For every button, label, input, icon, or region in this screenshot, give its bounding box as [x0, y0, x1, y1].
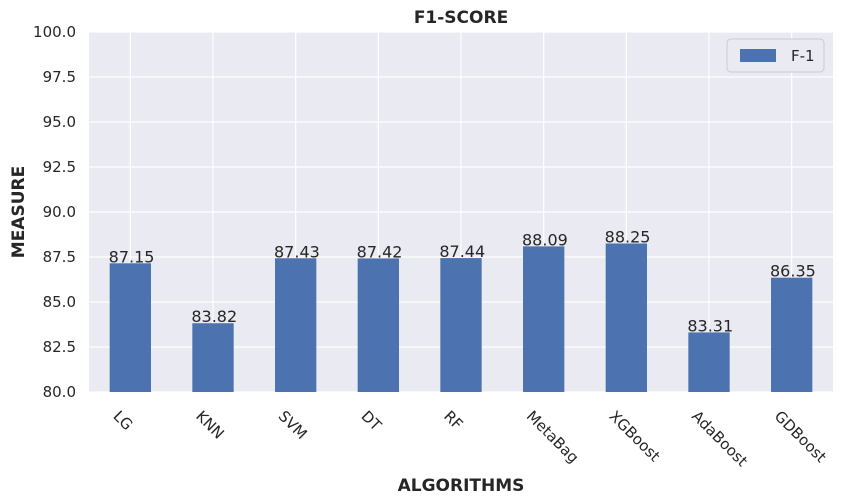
bar-knn: [192, 323, 234, 392]
x-tick-label: RF: [440, 407, 466, 433]
data-label: 83.82: [191, 307, 237, 326]
data-label: 87.42: [357, 242, 403, 261]
bar-adaboost: [688, 332, 730, 392]
data-label: 83.31: [687, 316, 733, 335]
legend: F-1: [726, 38, 825, 73]
bar-xgboost: [605, 243, 647, 392]
bar-gdboost: [771, 277, 813, 392]
x-tick-label: SVM: [275, 407, 311, 443]
y-tick-label: 100.0: [33, 23, 76, 41]
bars: [109, 243, 813, 392]
x-tick-labels: LG KNN SVM DT RF MetaBag XGBoost AdaBoost GDBoos…: [110, 407, 830, 470]
y-tick-label: 87.5: [43, 248, 76, 266]
legend-label: F-1: [791, 47, 815, 65]
bar-lg: [109, 263, 151, 392]
x-tick-label: KNN: [192, 407, 228, 443]
y-tick-label: 82.5: [43, 338, 76, 356]
chart-title: F1-SCORE: [414, 8, 508, 28]
data-label: 86.35: [770, 262, 816, 281]
bar-metabag: [523, 246, 565, 392]
data-labels: 87.15 83.82 87.43 87.42 87.44 88.09 88.25 83.31…: [109, 228, 816, 336]
x-tick-label: DT: [358, 407, 386, 435]
data-label: 87.15: [109, 247, 155, 266]
y-tick-label: 85.0: [43, 293, 76, 311]
bar-svm: [275, 258, 317, 392]
bar-rf: [440, 258, 482, 392]
x-axis-label: ALGORITHMS: [398, 476, 525, 496]
y-axis-label: MEASURE: [9, 166, 29, 258]
x-tick-label: MetaBag: [523, 407, 583, 467]
x-tick-label: AdaBoost: [688, 407, 751, 470]
y-tick-labels: 80.0 82.5 85.0 87.5 90.0 92.5 95.0 97.5 100.0: [33, 23, 76, 401]
data-label: 87.44: [439, 242, 485, 261]
y-tick-label: 92.5: [43, 158, 76, 176]
legend-swatch: [740, 49, 776, 62]
y-tick-label: 90.0: [43, 203, 76, 221]
x-tick-label: XGBoost: [606, 407, 664, 465]
y-tick-label: 95.0: [43, 113, 76, 131]
x-tick-label: LG: [110, 407, 137, 434]
data-label: 88.09: [522, 230, 568, 249]
y-tick-label: 80.0: [43, 383, 76, 401]
y-tick-label: 97.5: [43, 68, 76, 86]
data-label: 87.43: [274, 242, 320, 261]
data-label: 88.25: [605, 228, 651, 247]
x-tick-label: GDBoost: [771, 407, 830, 466]
bar-dt: [357, 258, 399, 392]
